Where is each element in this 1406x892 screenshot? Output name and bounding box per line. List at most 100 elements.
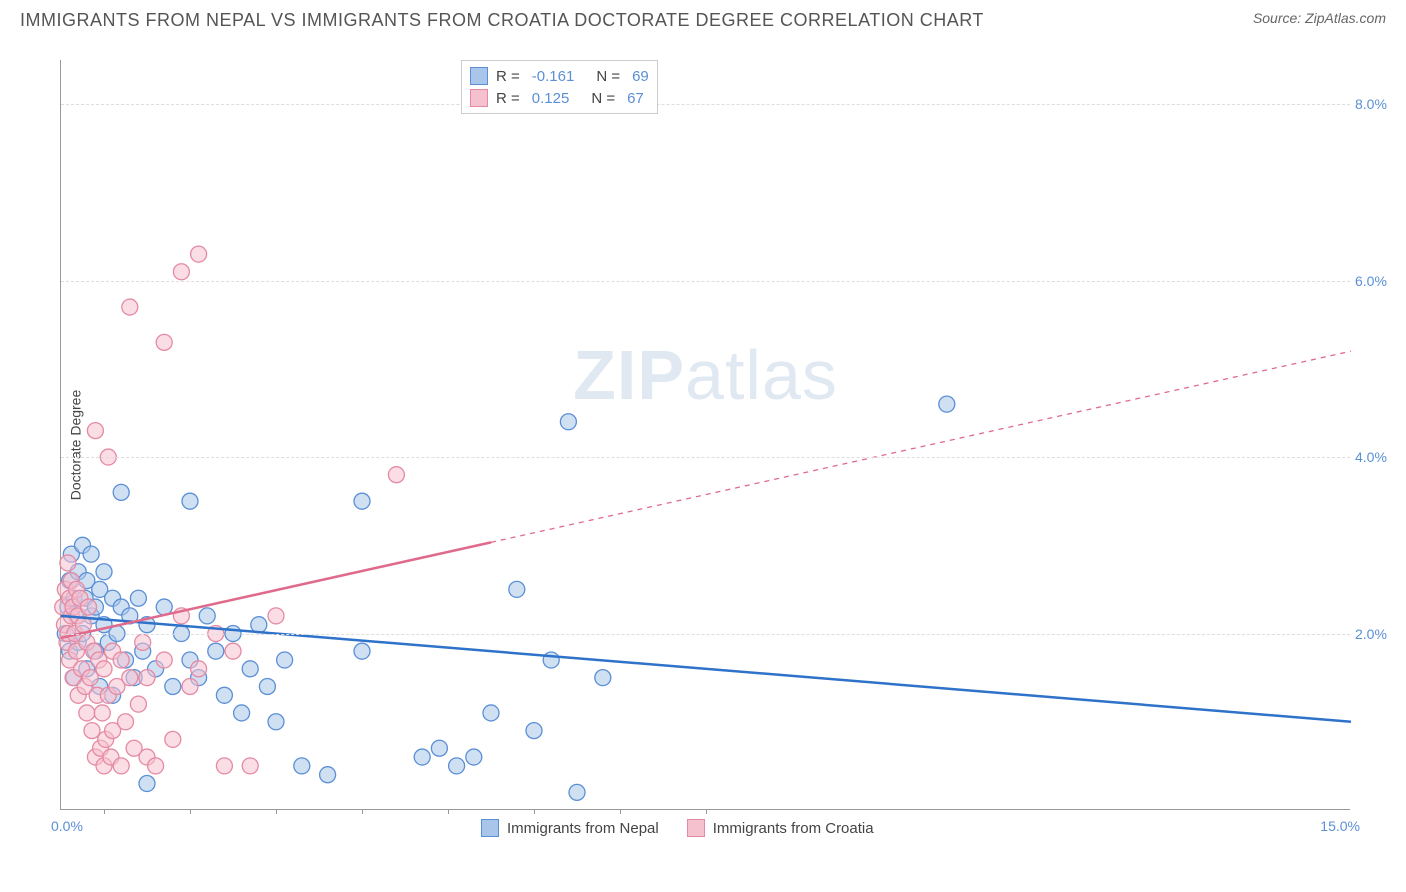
- gridline: [61, 104, 1350, 105]
- legend-r-value: 0.125: [532, 90, 570, 107]
- data-point: [526, 723, 542, 739]
- data-point: [449, 758, 465, 774]
- data-point: [96, 661, 112, 677]
- data-point: [225, 643, 241, 659]
- source-attribution: Source: ZipAtlas.com: [1253, 10, 1386, 26]
- legend-swatch: [481, 819, 499, 837]
- data-point: [216, 687, 232, 703]
- data-point: [122, 670, 138, 686]
- chart-title: IMMIGRANTS FROM NEPAL VS IMMIGRANTS FROM…: [20, 10, 984, 31]
- x-minor-tick: [448, 809, 449, 814]
- data-point: [87, 423, 103, 439]
- legend-series-label: Immigrants from Croatia: [713, 820, 874, 837]
- data-point: [81, 599, 97, 615]
- data-point: [259, 678, 275, 694]
- chart-header: IMMIGRANTS FROM NEPAL VS IMMIGRANTS FROM…: [0, 0, 1406, 31]
- legend-stats-row: R = 0.125 N = 67: [470, 87, 649, 109]
- data-point: [199, 608, 215, 624]
- data-point: [483, 705, 499, 721]
- legend-r-value: -0.161: [532, 68, 575, 85]
- data-point: [569, 784, 585, 800]
- legend-series-label: Immigrants from Nepal: [507, 820, 659, 837]
- data-point: [96, 564, 112, 580]
- data-point: [173, 264, 189, 280]
- x-tick-label-max: 15.0%: [1320, 818, 1360, 834]
- data-point: [354, 643, 370, 659]
- legend-series: Immigrants from Nepal Immigrants from Cro…: [481, 819, 874, 837]
- x-minor-tick: [104, 809, 105, 814]
- legend-r-label: R =: [496, 90, 520, 107]
- data-point: [208, 643, 224, 659]
- legend-stats: R = -0.161 N = 69 R = 0.125 N = 67: [461, 60, 658, 114]
- legend-swatch: [470, 67, 488, 85]
- data-point: [234, 705, 250, 721]
- x-minor-tick: [190, 809, 191, 814]
- data-point: [251, 617, 267, 633]
- data-point: [156, 652, 172, 668]
- x-minor-tick: [706, 809, 707, 814]
- data-point: [277, 652, 293, 668]
- data-point: [268, 608, 284, 624]
- gridline: [61, 634, 1350, 635]
- data-point: [509, 581, 525, 597]
- data-point: [388, 467, 404, 483]
- legend-r-label: R =: [496, 68, 520, 85]
- data-point: [84, 723, 100, 739]
- data-point: [182, 493, 198, 509]
- y-tick-label: 4.0%: [1355, 449, 1400, 465]
- legend-n-label: N =: [591, 90, 615, 107]
- data-point: [320, 767, 336, 783]
- data-point: [543, 652, 559, 668]
- x-minor-tick: [534, 809, 535, 814]
- data-point: [242, 758, 258, 774]
- data-point: [94, 705, 110, 721]
- data-point: [156, 334, 172, 350]
- data-point: [182, 678, 198, 694]
- data-point: [268, 714, 284, 730]
- data-point: [191, 246, 207, 262]
- data-point: [466, 749, 482, 765]
- data-point: [354, 493, 370, 509]
- data-point: [191, 661, 207, 677]
- data-point: [560, 414, 576, 430]
- legend-series-item: Immigrants from Nepal: [481, 819, 659, 837]
- legend-stats-row: R = -0.161 N = 69: [470, 65, 649, 87]
- y-tick-label: 6.0%: [1355, 273, 1400, 289]
- chart-container: Doctorate Degree ZIPatlas 2.0%4.0%6.0%8.…: [50, 50, 1370, 840]
- data-point: [165, 678, 181, 694]
- data-point: [139, 776, 155, 792]
- data-point: [130, 590, 146, 606]
- gridline: [61, 457, 1350, 458]
- legend-n-value: 67: [627, 90, 644, 107]
- data-point: [595, 670, 611, 686]
- y-tick-label: 8.0%: [1355, 96, 1400, 112]
- data-point: [165, 731, 181, 747]
- data-point: [135, 634, 151, 650]
- data-point: [130, 696, 146, 712]
- gridline: [61, 281, 1350, 282]
- data-point: [60, 555, 76, 571]
- data-point: [294, 758, 310, 774]
- data-point: [113, 652, 129, 668]
- data-point: [216, 758, 232, 774]
- data-point: [242, 661, 258, 677]
- data-point: [113, 484, 129, 500]
- data-point: [148, 758, 164, 774]
- legend-n-label: N =: [596, 68, 620, 85]
- data-point: [113, 758, 129, 774]
- legend-n-value: 69: [632, 68, 649, 85]
- x-minor-tick: [362, 809, 363, 814]
- data-point: [82, 670, 98, 686]
- data-point: [139, 670, 155, 686]
- legend-series-item: Immigrants from Croatia: [687, 819, 874, 837]
- chart-svg: [61, 60, 1351, 810]
- data-point: [939, 396, 955, 412]
- data-point: [79, 705, 95, 721]
- x-minor-tick: [276, 809, 277, 814]
- trend-line-extrapolated: [491, 351, 1351, 542]
- data-point: [118, 714, 134, 730]
- plot-area: ZIPatlas 2.0%4.0%6.0%8.0%0.0%15.0%R = -0…: [60, 60, 1350, 810]
- data-point: [83, 546, 99, 562]
- x-minor-tick: [620, 809, 621, 814]
- data-point: [122, 299, 138, 315]
